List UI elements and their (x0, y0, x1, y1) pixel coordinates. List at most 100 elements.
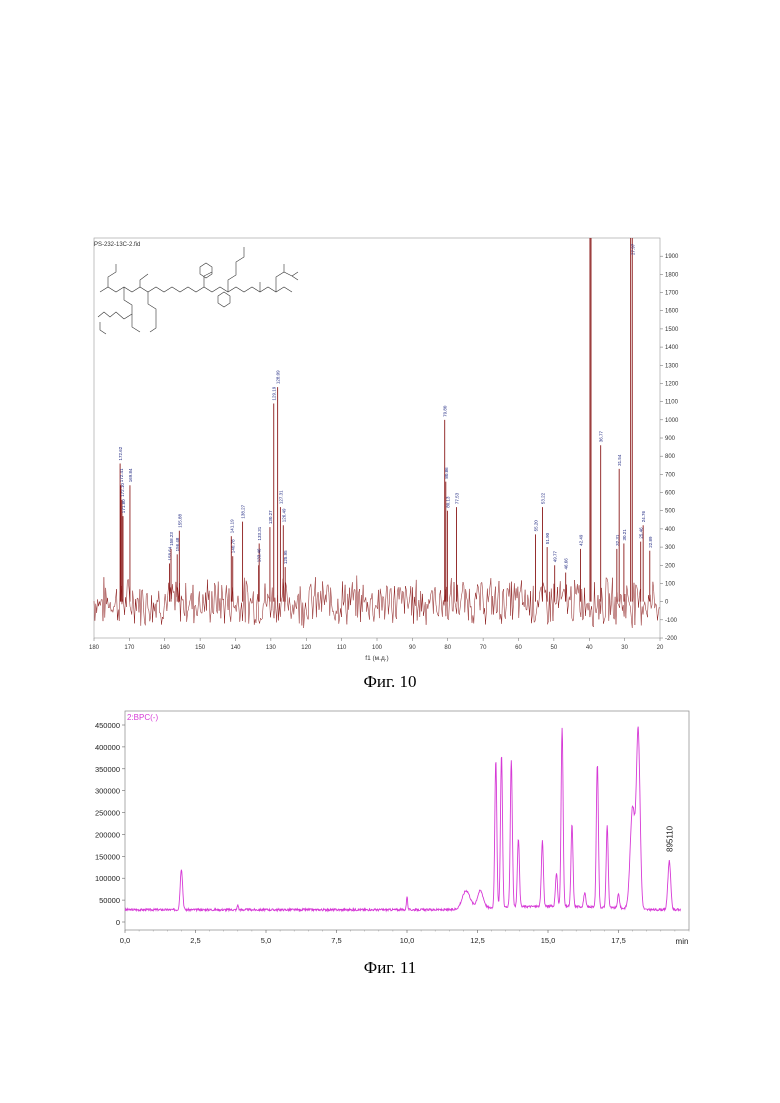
lc-x-tick-label: 2,5 (190, 936, 200, 945)
nmr-y-tick-label: 500 (665, 509, 676, 515)
nmr-peak-label: 172.41 (119, 468, 124, 482)
nmr-peak-label: 24.76 (641, 511, 646, 523)
nmr-x-tick-label: 50 (551, 645, 558, 651)
nmr-peak-label: 128.09 (276, 370, 281, 384)
lc-y-tick-label: 150000 (95, 852, 120, 861)
nmr-peak-label: 49.77 (553, 551, 558, 563)
nmr-peak-label: 42.49 (578, 534, 583, 546)
nmr-y-tick-label: 200 (665, 563, 676, 569)
nmr-peak-label: 51.90 (545, 532, 550, 544)
lc-x-tick-label: 17,5 (611, 936, 626, 945)
nmr-peak-label: 77.53 (454, 492, 459, 504)
nmr-peak-label: 126.49 (281, 508, 286, 522)
figure-11-caption: Фиг. 11 (363, 958, 417, 977)
lc-chromatogram-chart: 2:BPC(-) 0 50000 100000 150000 200000 250000 3… (95, 710, 690, 946)
lc-y-tick-label: 0 (116, 918, 120, 927)
nmr-y-tick-label: 300 (665, 545, 676, 551)
nmr-peak-label: 171.80 (121, 499, 126, 513)
nmr-noise-baseline (93, 575, 660, 629)
lc-y-tick-label: 200000 (95, 830, 120, 839)
nmr-peak-label: 30.21 (622, 529, 627, 541)
lc-y-tick-label: 350000 (95, 765, 120, 774)
nmr-peak-label: 158.64 (168, 546, 173, 560)
lc-x-axis: 0,0 2,5 5,0 7,5 10,0 12,5 15,0 17,5 (120, 930, 690, 945)
nmr-peak-label: 133.31 (257, 526, 262, 540)
nmr-file-label: PS-232-13C-2.fid (94, 242, 140, 248)
nmr-y-tick-label: 1700 (665, 291, 679, 297)
nmr-peak-label: 125.95 (283, 550, 288, 564)
nmr-peak-label: 172.62 (118, 446, 123, 460)
nmr-x-tick-label: 170 (124, 645, 135, 651)
lc-legend-label: 2:BPC(-) (127, 713, 158, 722)
nmr-peak-label: 22.89 (648, 536, 653, 548)
nmr-peak-label: 31.54 (617, 454, 622, 466)
nmr-y-tick-label: 700 (665, 472, 676, 478)
lc-peak-annotation: 895110 (665, 825, 674, 852)
lc-y-tick-label: 250000 (95, 809, 120, 818)
nmr-y-tick-label: 600 (665, 491, 676, 497)
nmr-peak-label: 79.80 (443, 405, 448, 417)
nmr-x-tick-label: 110 (337, 645, 347, 651)
nmr-x-axis: 180 170 160 150 140 130 120 110 100 90 80 70 60 50 40 3… (89, 638, 664, 651)
nmr-spectrum-chart: PS-232-13C-2.fid -200 -100 0 100 200 300 400 50… (89, 237, 679, 662)
nmr-y-tick-label: 1500 (665, 327, 679, 333)
nmr-y-tick-label: 1400 (665, 345, 679, 351)
nmr-x-tick-label: 180 (89, 645, 100, 651)
nmr-peak-label: 46.66 (564, 558, 569, 570)
nmr-x-tick-label: 30 (621, 645, 628, 651)
nmr-y-tick-label: 400 (665, 527, 676, 533)
nmr-peak-label: 141.19 (229, 519, 234, 533)
lc-x-tick-label: 12,5 (470, 936, 485, 945)
nmr-y-tick-label: -100 (665, 618, 678, 624)
nmr-peak-label: 53.22 (540, 492, 545, 504)
lc-y-tick-label: 400000 (95, 743, 120, 752)
nmr-y-axis: -200 -100 0 100 200 300 400 500 600 700 800 900 1000… (660, 254, 679, 642)
nmr-y-tick-label: 1100 (665, 400, 679, 406)
nmr-peak-label: 55.20 (533, 520, 538, 532)
nmr-peak-label: 158.23 (169, 532, 174, 546)
lc-x-tick-label: 10,0 (400, 936, 415, 945)
nmr-x-tick-label: 90 (409, 645, 416, 651)
nmr-peak-label: 156.48 (175, 537, 180, 551)
nmr-peak-label: 133.46 (257, 548, 262, 562)
nmr-y-tick-label: 800 (665, 454, 676, 460)
lc-y-tick-label: 100000 (95, 874, 120, 883)
lc-trace-line (124, 726, 681, 913)
lc-y-tick-label: 50000 (99, 896, 120, 905)
lc-x-axis-unit: min (676, 937, 689, 946)
nmr-y-tick-label: 900 (665, 436, 676, 442)
nmr-x-tick-label: 140 (230, 645, 241, 651)
lc-y-axis: 0 50000 100000 150000 200000 250000 300000 3500… (95, 721, 125, 927)
nmr-x-tick-label: 20 (657, 645, 664, 651)
nmr-peak-label: 140.78 (231, 539, 236, 553)
nmr-peak-label: 172.10 (120, 483, 125, 497)
nmr-peak-label: 129.19 (272, 386, 277, 400)
nmr-x-tick-label: 60 (515, 645, 522, 651)
nmr-y-tick-label: 1800 (665, 272, 679, 278)
lc-x-tick-label: 15,0 (541, 936, 556, 945)
nmr-y-tick-label: 1000 (665, 418, 679, 424)
nmr-peak-label: 155.88 (177, 513, 182, 527)
nmr-peak-label: 32.31 (615, 534, 620, 546)
nmr-x-tick-label: 130 (266, 645, 277, 651)
nmr-peak-label: 138.27 (241, 504, 246, 518)
figure-10-caption: Фиг. 10 (363, 672, 417, 691)
nmr-y-tick-label: 0 (665, 600, 669, 606)
lc-x-tick-label: 0,0 (120, 936, 130, 945)
nmr-y-tick-label: 1300 (665, 363, 679, 369)
lc-x-tick-label: 5,0 (261, 936, 271, 945)
nmr-peak-label: 80.86 (444, 467, 449, 479)
nmr-peak-label: 25.46 (639, 527, 644, 539)
lc-x-tick-label: 7,5 (331, 936, 341, 945)
nmr-y-tick-label: -200 (665, 636, 678, 642)
nmr-y-tick-label: 1900 (665, 254, 679, 260)
nmr-x-tick-label: 120 (301, 645, 312, 651)
nmr-x-tick-label: 160 (160, 645, 171, 651)
nmr-peak-label: 36.77 (599, 431, 604, 443)
nmr-peak-label: 80.13 (445, 496, 450, 508)
nmr-x-tick-label: 150 (195, 645, 206, 651)
nmr-x-axis-title: f1 (м.д.) (365, 655, 388, 662)
nmr-y-tick-label: 1600 (665, 309, 679, 315)
nmr-x-tick-label: 100 (372, 645, 383, 651)
